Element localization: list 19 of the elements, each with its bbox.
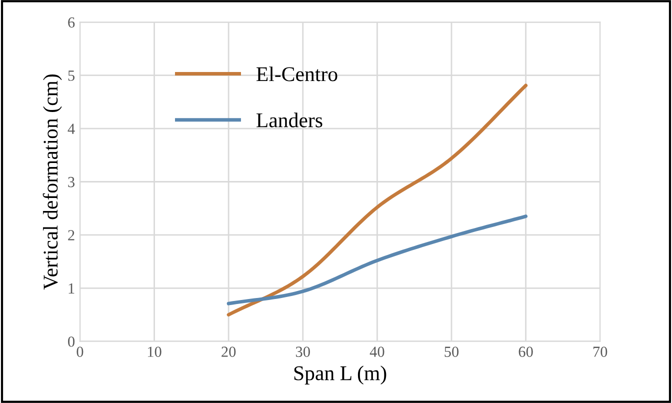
x-axis-title: Span L (m) [294, 366, 386, 385]
y-tick-label: 2 [68, 230, 74, 240]
x-tick-label: 50 [444, 346, 459, 357]
y-tick-label: 6 [68, 17, 75, 28]
legend-label: El-Centro [256, 66, 338, 82]
y-tick-label: 3 [68, 176, 75, 188]
legend-label: Landers [256, 112, 322, 128]
x-tick-label: 70 [593, 346, 608, 357]
y-tick-label: 4 [68, 124, 75, 134]
y-axis-title: Vertical deformation (cm) [42, 74, 62, 290]
x-tick-label: 10 [148, 346, 162, 357]
x-tick-label: 40 [370, 346, 384, 357]
y-tick-label: 5 [68, 70, 75, 81]
x-tick-label: 0 [76, 346, 84, 357]
x-tick-label: 30 [296, 346, 310, 357]
y-tick-label: 1 [68, 283, 74, 294]
x-tick-label: 20 [222, 346, 236, 357]
y-tick-label: 0 [68, 336, 75, 347]
x-tick-label: 60 [518, 346, 533, 357]
